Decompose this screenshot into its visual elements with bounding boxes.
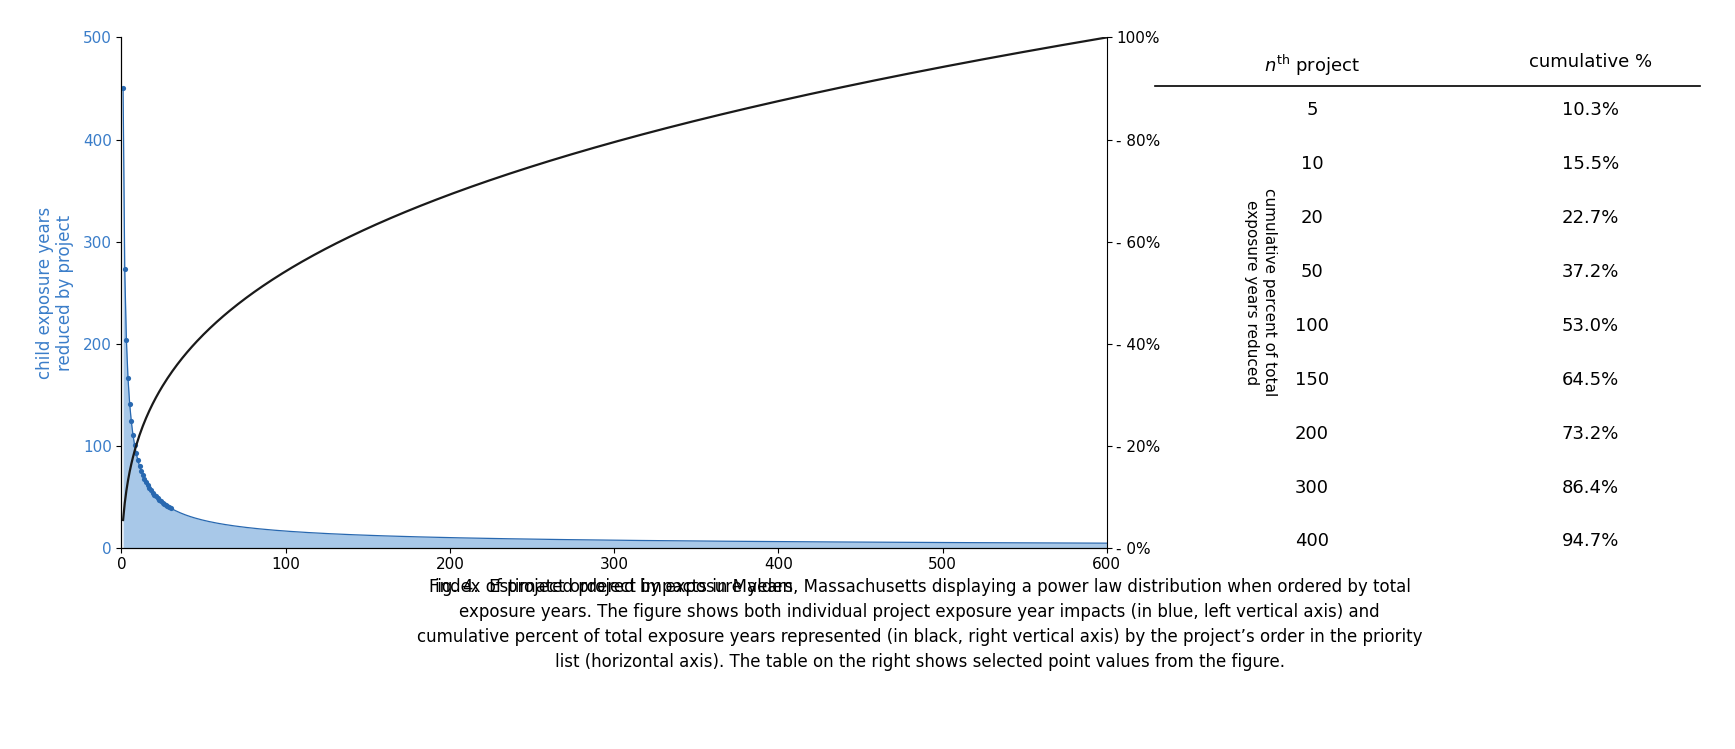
Text: 100: 100 <box>1294 317 1329 335</box>
Point <box>109 82 137 94</box>
Point <box>137 485 165 497</box>
Point <box>115 372 142 384</box>
Text: 73.2%: 73.2% <box>1562 425 1619 443</box>
Text: cumulative %: cumulative % <box>1529 52 1652 70</box>
Text: 15.5%: 15.5% <box>1562 155 1619 173</box>
Point <box>132 476 160 488</box>
Point <box>120 428 147 440</box>
Y-axis label: child exposure years
reduced by project: child exposure years reduced by project <box>36 207 75 379</box>
Point <box>154 500 182 512</box>
Point <box>130 473 158 485</box>
Text: 300: 300 <box>1294 479 1329 497</box>
Point <box>123 454 151 466</box>
Point <box>142 491 170 503</box>
Point <box>111 263 139 275</box>
Text: 20: 20 <box>1301 209 1324 227</box>
Point <box>128 470 156 482</box>
Text: Fig. 4.  Estimated project impacts in Malden, Massachusetts displaying a power l: Fig. 4. Estimated project impacts in Mal… <box>416 577 1423 671</box>
Point <box>153 499 180 511</box>
Point <box>125 460 153 472</box>
Text: 64.5%: 64.5% <box>1562 371 1619 389</box>
Text: $n^{\mathrm{th}}$ project: $n^{\mathrm{th}}$ project <box>1265 52 1360 78</box>
Point <box>144 492 172 504</box>
Point <box>147 495 175 507</box>
Point <box>113 333 141 345</box>
Point <box>141 488 168 500</box>
Point <box>127 465 154 477</box>
Text: 10: 10 <box>1301 155 1324 173</box>
Point <box>151 498 179 510</box>
Text: 10.3%: 10.3% <box>1562 101 1619 119</box>
Text: 86.4%: 86.4% <box>1562 479 1619 497</box>
Text: 22.7%: 22.7% <box>1562 209 1619 227</box>
Point <box>134 479 161 491</box>
Point <box>116 398 144 410</box>
Point <box>121 439 149 451</box>
Text: 37.2%: 37.2% <box>1562 263 1619 281</box>
Text: 150: 150 <box>1294 371 1329 389</box>
Text: 200: 200 <box>1294 425 1329 443</box>
X-axis label: index of project ordered by exposure years: index of project ordered by exposure yea… <box>435 578 793 596</box>
Y-axis label: cumulative percent of total
exposure years reduced: cumulative percent of total exposure yea… <box>1244 189 1277 397</box>
Point <box>149 497 177 509</box>
Text: 5: 5 <box>1306 101 1317 119</box>
Point <box>135 482 163 494</box>
Text: 400: 400 <box>1294 533 1329 551</box>
Point <box>146 494 174 506</box>
Point <box>154 501 182 513</box>
Point <box>156 502 184 514</box>
Point <box>118 416 146 428</box>
Point <box>139 487 167 499</box>
Text: 50: 50 <box>1301 263 1324 281</box>
Point <box>123 447 151 459</box>
Text: 53.0%: 53.0% <box>1562 317 1619 335</box>
Text: 94.7%: 94.7% <box>1562 533 1619 551</box>
